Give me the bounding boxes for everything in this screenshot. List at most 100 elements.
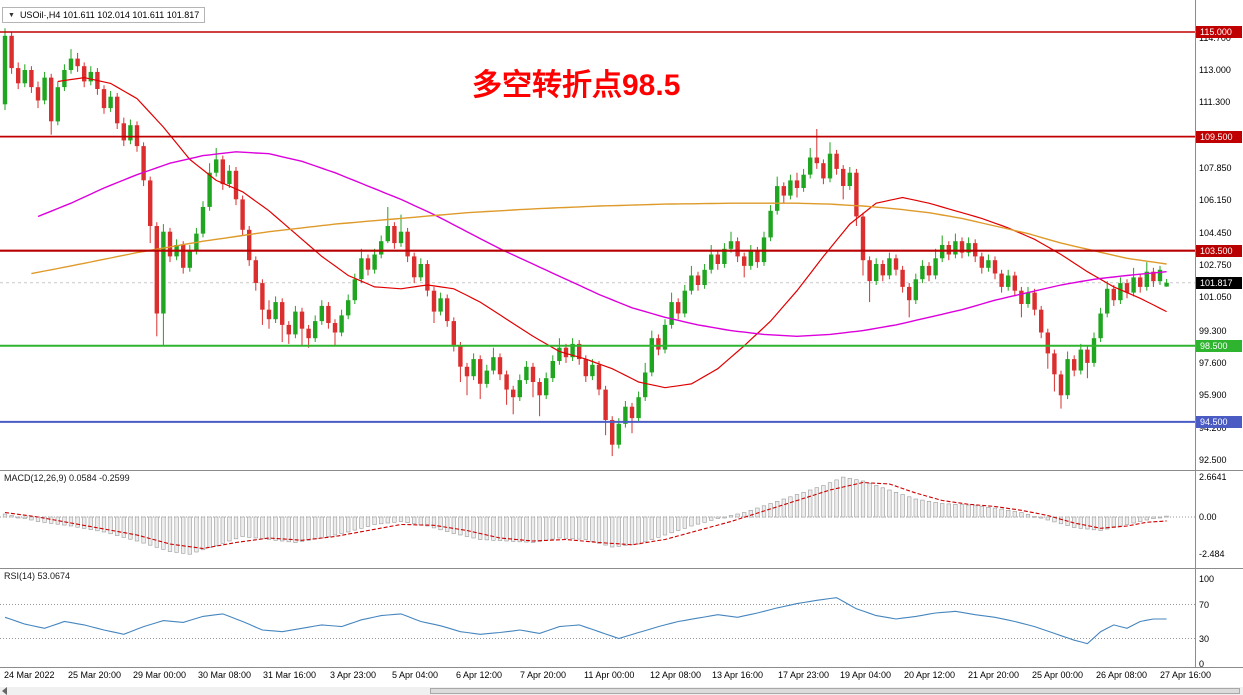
macd-histogram-bar — [240, 516, 245, 537]
macd-indicator-label: MACD(12,26,9) 0.0584 -0.2599 — [4, 473, 130, 483]
macd-histogram-bar — [352, 516, 357, 531]
macd-histogram-bar — [940, 503, 945, 518]
candle-body — [35, 87, 41, 101]
price-axis-label: 107.850 — [1199, 163, 1232, 173]
macd-histogram-bar — [867, 483, 872, 518]
candle-body — [451, 321, 456, 346]
candle-body — [240, 199, 245, 230]
candle-body — [484, 370, 489, 384]
macd-histogram-bar — [636, 516, 641, 545]
time-axis-label: 7 Apr 20:00 — [520, 670, 567, 680]
candle-body — [167, 231, 173, 257]
macd-histogram-bar — [629, 516, 635, 546]
macd-axis-label: 2.6641 — [1199, 472, 1227, 482]
macd-histogram-bar — [2, 513, 8, 518]
macd-histogram-bar — [1078, 516, 1083, 529]
chart-info-box[interactable]: ▼ USOil·,H4 101.611 102.014 101.611 101.… — [2, 7, 206, 23]
macd-histogram-bar — [682, 516, 687, 529]
horizontal-scrollbar[interactable] — [0, 687, 1243, 695]
macd-panel[interactable] — [0, 471, 1195, 568]
macd-histogram-bar — [544, 516, 549, 541]
macd-histogram-bar — [306, 516, 311, 541]
macd-histogram-bar — [1091, 516, 1097, 531]
candle-body — [563, 347, 569, 358]
macd-histogram-bar — [504, 516, 509, 542]
candle-body — [1072, 359, 1077, 371]
macd-histogram-bar — [187, 516, 192, 555]
macd-histogram-bar — [550, 516, 555, 540]
time-axis-label: 30 Mar 08:00 — [198, 670, 252, 680]
macd-histogram-bar — [973, 505, 978, 518]
price-tag-115.000: 115.000 — [1196, 26, 1242, 38]
macd-histogram-bar — [16, 516, 21, 519]
candle-body — [425, 264, 430, 291]
macd-histogram-bar — [108, 516, 113, 535]
price-tag-98.500: 98.500 — [1196, 340, 1242, 352]
time-axis-label: 20 Apr 12:00 — [904, 670, 956, 680]
rsi-indicator-label: RSI(14) 53.0674 — [4, 571, 70, 581]
current-price-tag: 101.817 — [1196, 277, 1242, 289]
macd-histogram-bar — [893, 491, 899, 518]
macd-histogram-bar — [623, 516, 628, 546]
candle-body — [1091, 338, 1097, 363]
macd-histogram-bar — [313, 516, 318, 540]
candle-body — [293, 311, 298, 335]
rsi-panel[interactable] — [0, 569, 1195, 666]
rsi-axis-label: 70 — [1199, 600, 1210, 610]
macd-histogram-bar — [220, 516, 225, 544]
candle-body — [68, 58, 74, 70]
scroll-left-arrow-icon[interactable] — [2, 687, 7, 695]
panel-divider-rsi[interactable] — [0, 568, 1243, 569]
macd-histogram-bar — [471, 516, 476, 539]
panel-divider-macd[interactable] — [0, 470, 1243, 471]
candle-body — [49, 77, 54, 122]
candle-body — [676, 302, 681, 314]
candle-body — [62, 70, 67, 88]
candle-body — [418, 264, 423, 278]
candle-body — [709, 254, 714, 270]
macd-histogram-bar — [735, 513, 740, 518]
candle-body — [979, 256, 984, 268]
chart-annotation: 多空转折点98.5 — [472, 69, 681, 102]
candle-body — [1144, 271, 1149, 287]
macd-histogram-bar — [398, 516, 404, 522]
main-chart-panel[interactable] — [0, 0, 1195, 470]
macd-histogram-bar — [365, 516, 371, 527]
time-axis-label: 21 Apr 20:00 — [968, 670, 1020, 680]
candle-body — [266, 309, 272, 320]
candle-body — [497, 357, 503, 375]
candle-body — [405, 231, 410, 257]
macd-histogram-bar — [1058, 516, 1064, 525]
macd-histogram-bar — [1151, 516, 1156, 520]
macd-histogram-bar — [1144, 516, 1149, 521]
macd-histogram-bar — [986, 506, 991, 518]
collapse-triangle-icon[interactable]: ▼ — [8, 11, 15, 19]
macd-histogram-bar — [603, 516, 608, 546]
macd-histogram-bar — [847, 478, 852, 518]
macd-histogram-bar — [900, 494, 905, 518]
rsi-line — [4, 597, 1167, 645]
candle-body — [999, 273, 1004, 287]
candle-body — [1085, 349, 1090, 363]
candle-body — [247, 229, 252, 261]
candle-body — [834, 153, 839, 169]
macd-histogram-bar — [438, 516, 443, 531]
candle-body — [313, 321, 318, 339]
macd-histogram-bar — [511, 516, 516, 542]
macd-histogram-bar — [1045, 516, 1050, 521]
macd-histogram-bar — [933, 502, 938, 518]
macd-histogram-bar — [1039, 516, 1044, 519]
candle-body — [115, 96, 120, 124]
macd-histogram-bar — [478, 516, 483, 540]
candle-body — [214, 159, 219, 173]
candle-body — [768, 210, 773, 238]
scrollbar-thumb[interactable] — [430, 688, 1240, 694]
candle-body — [88, 71, 93, 82]
price-axis-label: 97.600 — [1199, 358, 1227, 368]
candle-body — [431, 290, 437, 312]
time-axis-label: 29 Mar 00:00 — [133, 670, 187, 680]
macd-histogram-bar — [1006, 509, 1011, 518]
price-axis-label: 104.450 — [1199, 228, 1232, 238]
macd-histogram-bar — [768, 503, 773, 518]
macd-histogram-bar — [570, 516, 575, 540]
